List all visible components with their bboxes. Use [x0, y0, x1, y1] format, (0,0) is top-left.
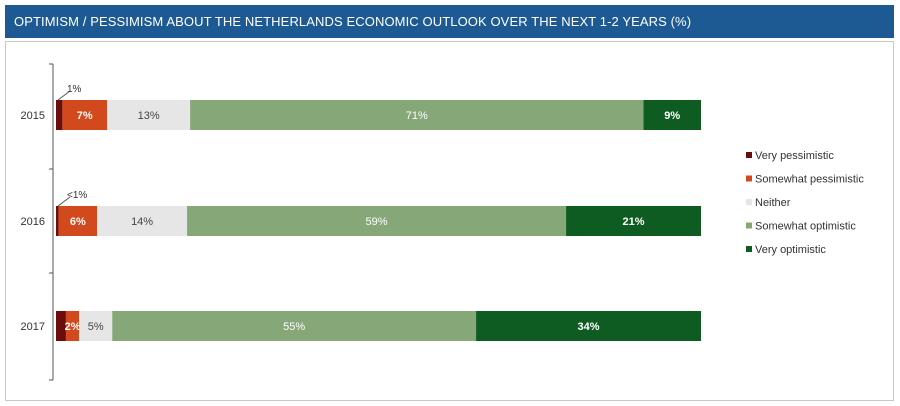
bar-segment	[566, 206, 701, 236]
data-label: 9%	[664, 110, 680, 122]
legend-label: Somewhat optimistic	[755, 221, 856, 233]
legend-swatch	[746, 152, 752, 158]
bar-segment	[476, 311, 701, 341]
chart-title: OPTIMISM / PESSIMISM ABOUT THE NETHERLAN…	[14, 14, 692, 29]
data-label: 55%	[283, 321, 305, 333]
callout-leader-line	[57, 196, 71, 207]
data-label: 2%	[65, 321, 81, 333]
bar-segment	[97, 206, 188, 236]
bar-segment	[65, 311, 80, 341]
legend-swatch	[746, 199, 752, 205]
callout-leader-line	[57, 90, 71, 101]
bar-segment	[56, 311, 66, 341]
y-tick-label: 2016	[21, 216, 45, 228]
legend-label: Somewhat pessimistic	[755, 174, 864, 186]
y-tick-label: 2017	[21, 321, 45, 333]
legend-label: Very pessimistic	[755, 150, 834, 162]
data-label: 21%	[623, 216, 645, 228]
bar-segment	[62, 100, 108, 130]
data-label-callout: 1%	[67, 84, 82, 95]
bar-segment	[56, 206, 59, 236]
bar-segment	[187, 206, 567, 236]
legend-swatch	[746, 246, 752, 252]
data-label-callout: <1%	[67, 190, 87, 201]
data-label: 14%	[131, 216, 153, 228]
data-label: 59%	[366, 216, 388, 228]
data-label: 13%	[138, 110, 160, 122]
legend-label: Neither	[755, 197, 791, 209]
bar-segment	[112, 311, 477, 341]
data-label: 71%	[406, 110, 428, 122]
legend-swatch	[746, 175, 752, 182]
data-label: 7%	[77, 110, 93, 122]
data-label: 5%	[88, 321, 104, 333]
legend-swatch	[746, 222, 752, 229]
legend-label: Very optimistic	[755, 244, 826, 256]
chart-header: OPTIMISM / PESSIMISM ABOUT THE NETHERLAN…	[5, 5, 894, 38]
data-label: 34%	[578, 321, 600, 333]
bar-segment	[107, 100, 191, 130]
data-label: 6%	[70, 216, 86, 228]
bar-segment	[79, 311, 113, 341]
bar-segment	[643, 100, 701, 130]
bar-segment	[190, 100, 644, 130]
y-tick-label: 2015	[21, 110, 45, 122]
bar-segment	[58, 206, 98, 236]
bar-segment	[56, 100, 63, 130]
